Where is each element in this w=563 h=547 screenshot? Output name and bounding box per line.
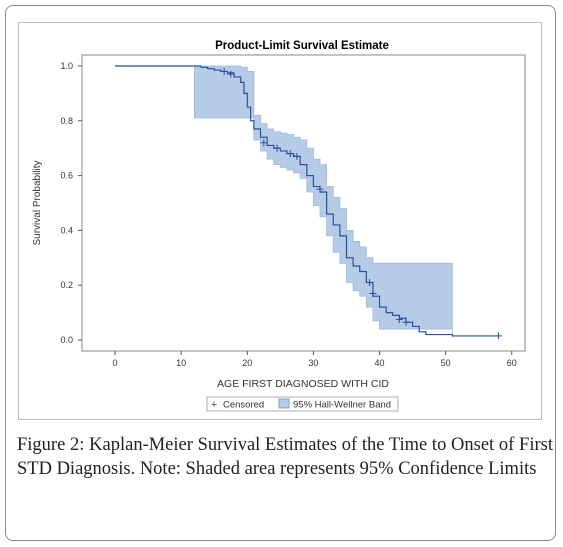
confidence-band-layer: [194, 65, 453, 338]
x-axis-label: AGE FIRST DIAGNOSED WITH CID: [217, 378, 389, 390]
y-tick-label: 0.0: [60, 335, 73, 345]
censored-marker: [286, 150, 294, 158]
y-tick-label: 0.4: [60, 225, 73, 235]
censored-marker: [369, 289, 377, 297]
chart-title: Product-Limit Survival Estimate: [215, 40, 389, 52]
x-axis: 0 10 20 30 40 50 60: [113, 351, 517, 368]
censored-marker: [395, 315, 403, 323]
censored-marker: [402, 318, 410, 326]
x-tick-label: 60: [507, 358, 517, 368]
x-tick-label: 40: [375, 358, 385, 368]
y-tick-label: 0.6: [60, 171, 73, 181]
caption-text: Kaplan-Meier Survival Estimates of the T…: [17, 435, 553, 479]
confidence-band: [194, 65, 453, 338]
y-tick-label: 0.8: [60, 116, 73, 126]
plot-area-border: [81, 54, 526, 352]
censored-markers-layer: [220, 67, 503, 340]
x-tick-label: 50: [441, 358, 451, 368]
x-tick-label: 30: [308, 358, 318, 368]
x-tick-label: 10: [176, 358, 186, 368]
censored-marker: [293, 152, 301, 160]
survival-line-layer: [115, 65, 499, 337]
censored-marker: [220, 67, 228, 75]
legend-box: [206, 396, 399, 412]
x-tick-label: 0: [113, 358, 118, 368]
figure-panel: [18, 22, 542, 420]
censored-marker: [260, 139, 268, 147]
censored-marker: [227, 70, 235, 78]
legend-censored-label: Censored: [223, 400, 264, 411]
censored-marker: [273, 144, 281, 152]
y-axis: 0.0 0.2 0.4 0.6 0.8 1.0: [60, 61, 82, 345]
legend-band-swatch: [278, 398, 290, 409]
y-tick-label: 1.0: [60, 61, 73, 71]
figure-caption: Figure 2: Kaplan-Meier Survival Estimate…: [17, 433, 553, 481]
legend: + Censored 95% Hall-Wellner Band: [206, 396, 399, 412]
y-tick-label: 0.2: [60, 280, 73, 290]
legend-band-label: 95% Hall-Wellner Band: [293, 400, 391, 411]
survival-chart: Product-Limit Survival Estimate 0 10 20 30 4…: [32, 40, 526, 412]
y-axis-label: Survival Probability: [32, 160, 43, 245]
survival-step-line: [115, 65, 499, 337]
censored-marker: [366, 278, 374, 286]
caption-label: Figure 2:: [17, 435, 85, 455]
legend-censored-marker: +: [211, 399, 217, 411]
censored-marker: [316, 185, 324, 193]
x-tick-label: 20: [242, 358, 252, 368]
censored-marker: [495, 332, 503, 340]
